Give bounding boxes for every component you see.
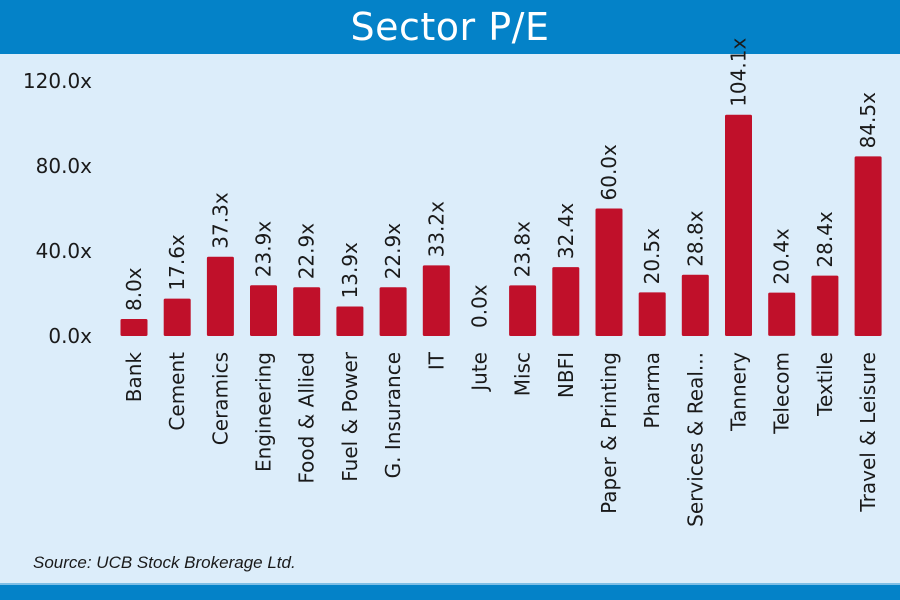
chart-title: Sector P/E [350,5,550,49]
value-label: 22.9x [381,223,405,280]
value-label: 33.2x [424,201,448,258]
category-label: Pharma [640,352,664,429]
y-tick-label: 40.0x [36,239,93,263]
category-label: Bank [122,352,146,403]
bar [293,287,321,336]
y-tick-label: 80.0x [36,154,93,178]
category-label: Ceramics [208,352,232,445]
category-label: NBFI [554,352,578,398]
category-label: Telecom [770,352,794,435]
bar [768,292,796,336]
y-tick-label: 120.0x [23,69,92,93]
category-label: Cement [165,352,189,431]
bar [725,114,752,336]
y-tick-label: 0.0x [48,324,92,348]
bar [681,274,709,336]
value-labels: 8.0x 17.6x 37.3x 23.9x 22.9x 13.9x 22.9x 33.2x 0… [122,38,880,328]
source-note: Source: UCB Stock Brokerage Ltd. [33,553,296,572]
value-label: 28.4x [813,211,837,268]
category-label: G. Insurance [381,352,405,478]
category-labels: Bank Cement Ceramics Engineering Food & Alli… [122,351,880,527]
bar [379,287,407,336]
value-label: 20.4x [770,228,794,285]
category-label: Travel & Leisure [856,352,880,513]
footer-band [0,585,900,600]
value-label: 0.0x [467,284,491,328]
bar [854,156,882,336]
bar [250,285,277,336]
bar [422,265,450,336]
value-label: 13.9x [338,242,362,299]
value-label: 28.8x [683,210,707,267]
bars [120,114,882,336]
y-axis: 0.0x 40.0x 80.0x 120.0x [23,69,92,348]
value-label: 23.8x [511,221,535,278]
value-label: 8.0x [122,267,146,311]
category-label: Fuel & Power [338,351,362,482]
value-label: 22.9x [295,223,319,280]
value-label: 84.5x [856,92,880,149]
value-label: 20.5x [640,228,664,285]
value-label: 17.6x [165,234,189,291]
bar [595,208,623,336]
value-label: 60.0x [597,144,621,201]
value-label: 37.3x [208,192,232,249]
value-label: 23.9x [252,221,276,278]
category-label: Paper & Printing [597,352,621,514]
category-label: Food & Allied [295,352,319,484]
bar [552,267,580,336]
bar [509,285,537,336]
bar [120,319,148,336]
category-label: Misc [511,352,535,396]
category-label: IT [424,351,448,370]
bar [206,256,234,336]
category-label: Engineering [252,352,276,472]
bar [163,298,191,336]
bar [638,292,666,336]
bar [811,275,839,336]
value-label: 104.1x [727,38,751,107]
header-banner: Sector P/E [0,0,900,54]
footer-divider [0,583,900,585]
category-label: Textile [813,352,837,417]
category-label: Services & Real... [683,352,707,527]
bar [336,306,364,336]
value-label: 32.4x [554,203,578,260]
category-label: Tannery [727,352,751,432]
category-label: Jute [467,352,491,393]
